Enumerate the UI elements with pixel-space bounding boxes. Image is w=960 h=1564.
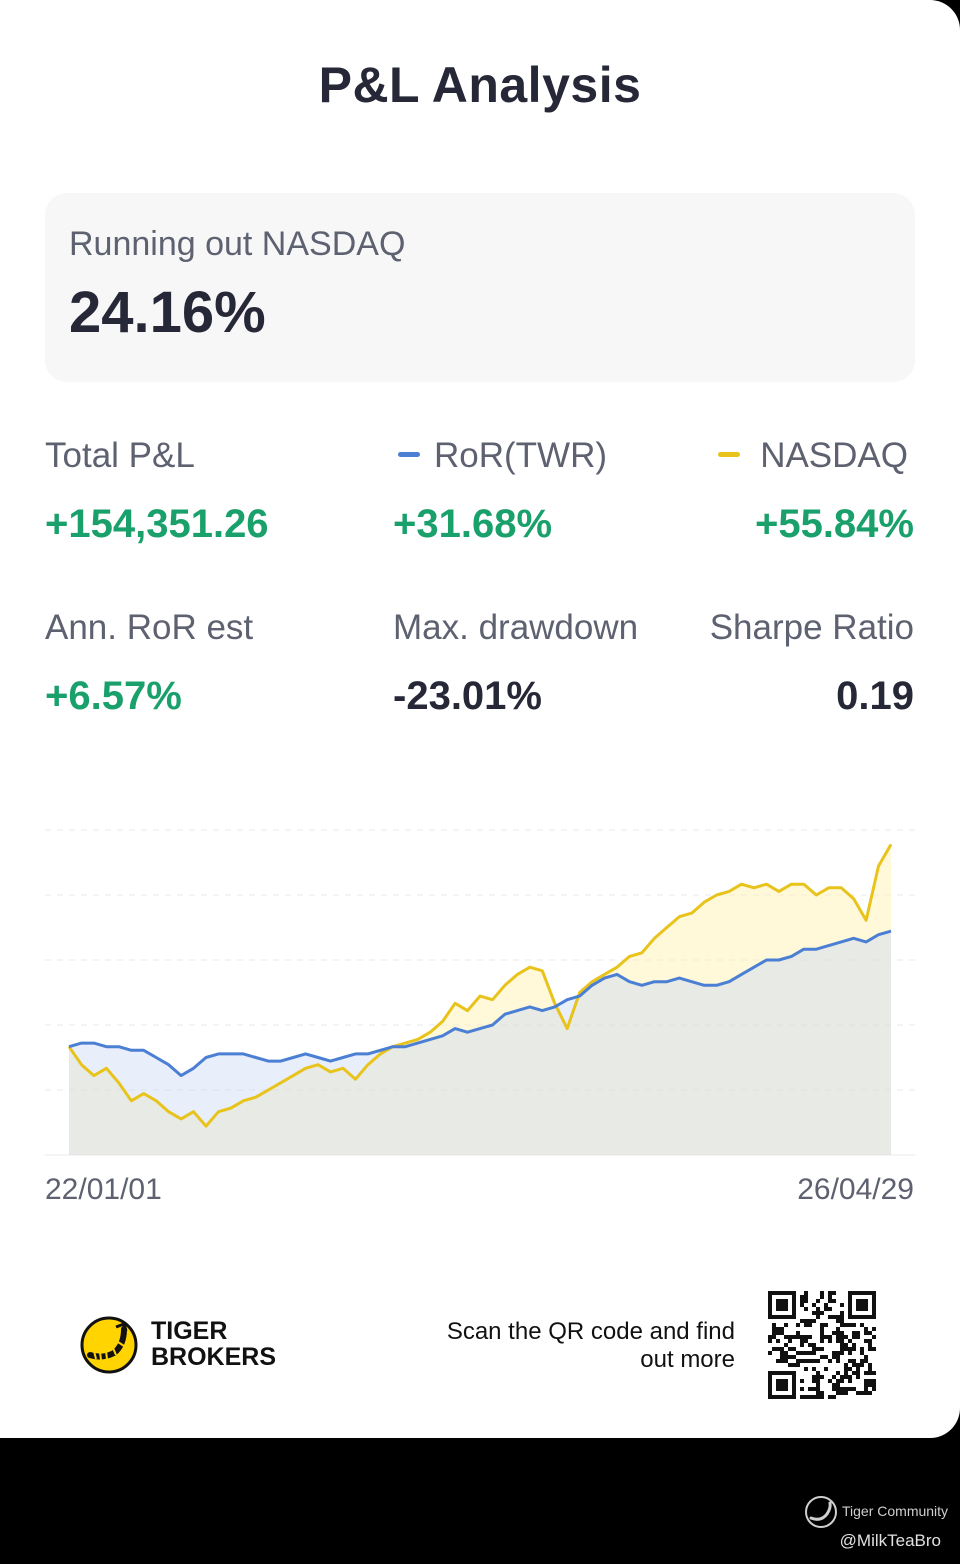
summary-label: Running out NASDAQ [69,225,406,263]
scan-qr-text: Scan the QR code and find out more [446,1318,735,1373]
user-handle: @MilkTeaBro [839,1531,941,1550]
nasdaq-legend: NASDAQ [718,436,908,476]
tiger-community-logo-icon [805,1496,837,1528]
max-drawdown-label: Max. drawdown [393,608,639,647]
ann-ror-value: +6.57% [45,674,182,718]
nasdaq-value: +55.84% [754,502,914,546]
series-area-rortwr [69,931,891,1155]
max-drawdown-value: -23.01% [393,674,542,718]
series-area-nasdaq [69,844,891,1155]
qr-code-icon[interactable] [768,1291,876,1399]
x-axis-start-label: 22/01/01 [45,1173,162,1206]
series-line-rortwr [68,929,892,1078]
ror-value: +31.68% [393,502,553,546]
pl-line-chart [45,829,915,1156]
pl-analysis-card: P&L Analysis Running out NASDAQ 24.16% T… [0,0,960,1438]
ann-ror-label: Ann. RoR est [45,608,254,647]
x-axis-end-label: 26/04/29 [797,1173,914,1206]
summary-panel: Running out NASDAQ 24.16% [45,193,915,382]
brand-name: TIGER BROKERS [151,1318,276,1370]
total-pl-label: Total P&L [45,436,195,475]
ror-legend: RoR(TWR) [398,436,607,476]
ror-label: RoR(TWR) [434,436,608,475]
sharpe-value: 0.19 [836,674,914,718]
page-title: P&L Analysis [318,57,642,113]
total-pl-value: +154,351.26 [45,502,269,546]
community-label: Tiger Community [842,1503,949,1519]
brand-line-2: BROKERS [151,1343,277,1371]
summary-value: 24.16% [69,280,266,345]
nasdaq-label: NASDAQ [760,436,908,475]
brand-line-1: TIGER [151,1317,228,1345]
series-line-nasdaq [67,843,893,1128]
nasdaq-legend-marker-icon [718,452,741,458]
ror-legend-marker-icon [398,452,420,458]
tiger-brokers-logo-icon [80,1316,138,1374]
sharpe-label: Sharpe Ratio [709,608,914,647]
